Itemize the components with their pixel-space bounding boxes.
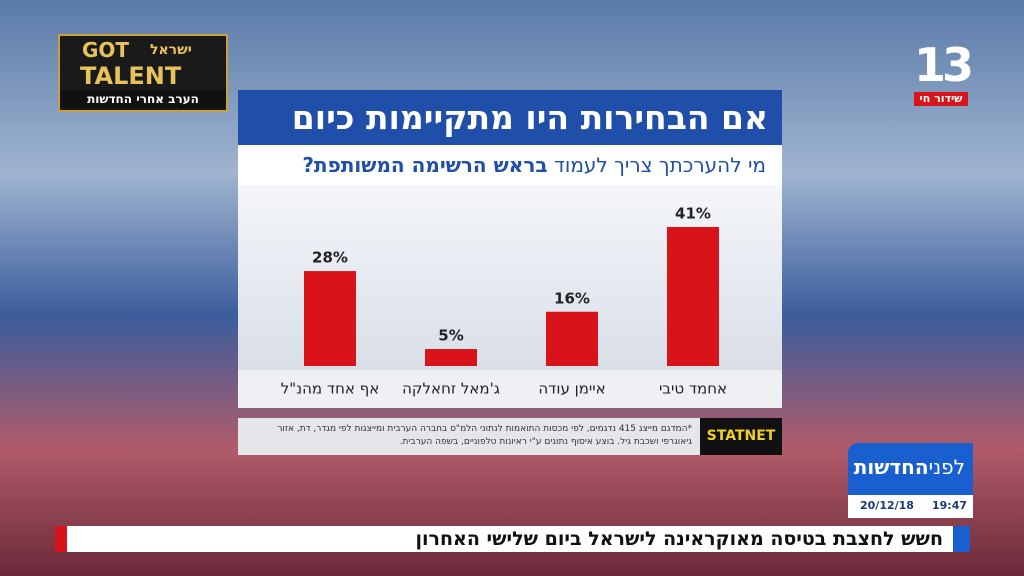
program-bold: החדשות [853,455,929,479]
program-box: לפניהחדשות 20/12/18 19:47 [848,443,973,518]
x-tick-label: אף אחד מהנ"ל [281,380,380,398]
bar [425,349,477,366]
source-logo: STATNET [700,418,782,455]
bar [304,271,356,366]
x-tick-label: ג'מאל זחאלקה [402,380,500,398]
logo-promo: הערב אחרי החדשות [60,90,226,108]
value-label: 41% [675,205,711,223]
logo-line1: GOT [82,38,130,62]
x-tick-label: אחמד טיבי [659,380,727,398]
chart-title: אם הבחירות היו מתקיימות כיום [238,90,782,145]
program-light: לפני [928,455,965,479]
channel-number: 13 [914,38,974,92]
bar [667,227,719,366]
time: 19:47 [932,499,968,512]
chart-subtitle: מי להערכתך צריך לעמוד בראש הרשימה המשותפ… [238,145,782,185]
ticker-end [953,526,970,552]
footnote: *המדגם מייצג 415 נדגמים, לפי מכסות התואמ… [238,418,700,455]
logo-line2: TALENT [80,62,182,90]
x-tick-label: איימן עודה [538,380,605,398]
program-name: לפניהחדשות [854,455,965,479]
value-label: 16% [554,289,590,307]
subtitle-emphasis: בראש הרשימה המשותפת? [302,153,548,177]
show-logo: GOT ישראל TALENT הערב אחרי החדשות [58,34,228,112]
logo-country: ישראל [150,42,192,58]
value-label: 28% [312,249,348,267]
live-badge: שידור חי [914,92,968,106]
subtitle-text: מי להערכתך צריך לעמוד [553,153,766,177]
bar [546,311,598,366]
date-row: 20/12/18 19:47 [848,495,973,518]
category-strip [238,370,782,408]
date: 20/12/18 [860,499,914,512]
value-label: 5% [438,327,463,345]
ticker-tip [55,526,67,552]
ticker: חשש לחצבת בטיסה מאוקראינה לישראל ביום של… [67,526,953,552]
